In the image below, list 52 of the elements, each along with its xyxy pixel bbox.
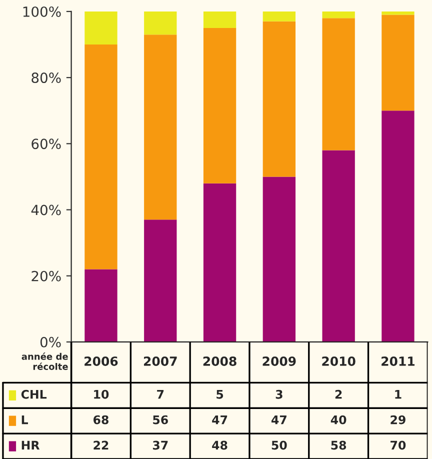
bar — [322, 150, 355, 342]
data-label: 50 — [272, 440, 287, 450]
y-tick-label: 20% — [32, 270, 61, 282]
data-label: 3 — [276, 390, 282, 399]
bar — [144, 11, 177, 35]
x-tick-label: 2009 — [262, 356, 296, 366]
bar — [203, 28, 236, 184]
bar — [262, 21, 296, 177]
x-axis-title: année de récolte — [22, 352, 68, 370]
bar — [84, 44, 118, 270]
bar — [144, 34, 177, 220]
data-label: 70 — [390, 440, 406, 450]
bar — [262, 176, 296, 342]
data-label: 56 — [153, 415, 168, 424]
legend-label: HR — [22, 440, 40, 450]
data-label: 5 — [216, 390, 224, 399]
legend-label: L — [22, 415, 28, 424]
data-label: 29 — [390, 415, 406, 424]
data-label: 40 — [330, 415, 346, 424]
data-label: 22 — [94, 440, 108, 450]
data-label: 7 — [157, 390, 164, 399]
bar — [84, 11, 118, 45]
data-label: 47 — [271, 415, 286, 424]
legend-label: CHL — [21, 390, 47, 399]
bar — [382, 14, 414, 111]
x-tick-label: 2010 — [322, 356, 356, 366]
data-label: 10 — [94, 390, 109, 399]
x-tick-label: 2008 — [203, 356, 236, 366]
x-tick-label: 2006 — [84, 356, 118, 366]
bar — [144, 220, 177, 342]
data-label: 58 — [331, 440, 346, 450]
bar — [203, 183, 236, 342]
y-tick-label: 80% — [32, 72, 61, 84]
x-tick-label: 2007 — [144, 356, 177, 366]
bar — [382, 110, 414, 342]
bar — [203, 11, 236, 28]
data-label: 48 — [212, 440, 228, 450]
bar — [262, 11, 296, 22]
data-label: 2 — [335, 390, 342, 399]
y-tick-label: 100% — [23, 6, 61, 17]
bar — [322, 11, 355, 18]
bar — [84, 269, 118, 342]
y-tick-label: 40% — [31, 204, 61, 216]
x-tick-label: 2011 — [382, 356, 415, 366]
data-label: 1 — [395, 390, 402, 399]
bar — [382, 11, 414, 15]
data-label: 68 — [94, 415, 108, 424]
y-tick-label: 60% — [32, 138, 61, 150]
bar — [322, 18, 355, 150]
data-label: 37 — [152, 440, 168, 450]
data-label: 47 — [212, 415, 228, 424]
y-tick-label: 0% — [40, 336, 61, 348]
